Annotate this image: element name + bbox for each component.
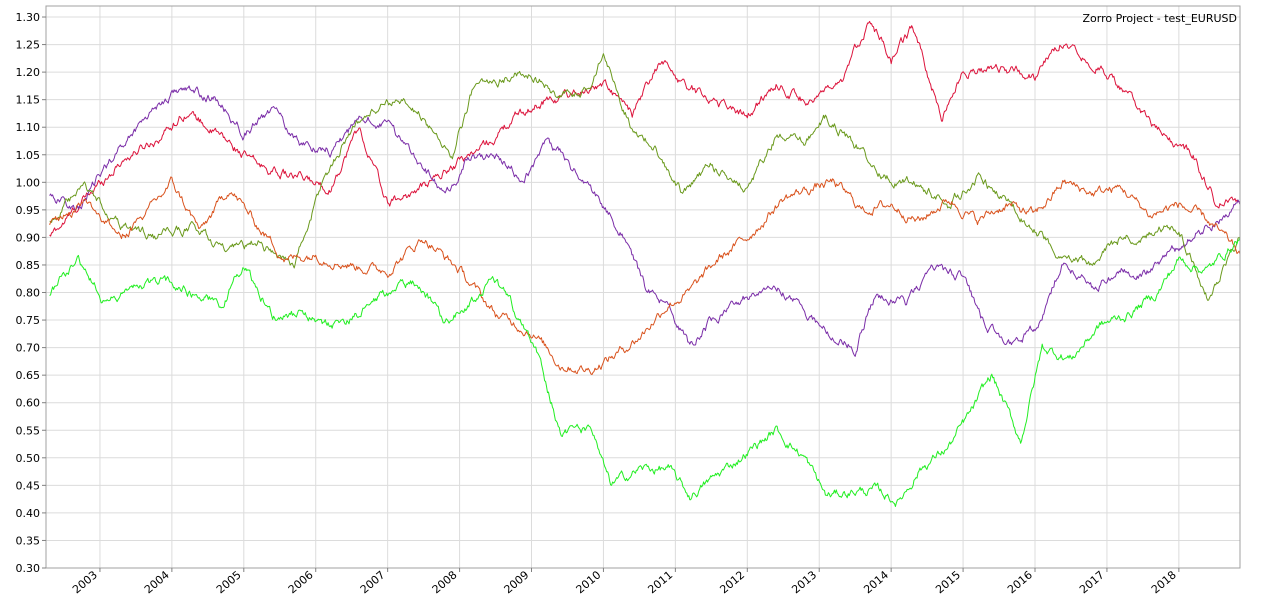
y-tick-label: 1.25 xyxy=(16,39,41,52)
y-tick-label: 1.30 xyxy=(16,11,41,24)
y-tick-label: 1.10 xyxy=(16,121,41,134)
y-axis: 0.30 0.35 0.40 0.45 0.50 0.55 0.60 0.65 0.70 0.75… xyxy=(16,11,46,575)
series-layer xyxy=(49,20,1241,507)
chart-title: Zorro Project - test_EURUSD xyxy=(1083,12,1237,25)
y-tick-label: 1.00 xyxy=(16,176,41,189)
plot-frame xyxy=(45,5,1241,569)
y-tick-label: 0.55 xyxy=(16,424,41,437)
series-line-4 xyxy=(49,176,1241,375)
y-tick-label: 0.50 xyxy=(16,452,41,465)
y-tick-label: 0.80 xyxy=(16,287,41,300)
y-tick-label: 0.75 xyxy=(16,314,41,327)
y-tick-label: 0.60 xyxy=(16,397,41,410)
series-line-1 xyxy=(49,20,1241,237)
series-line-2 xyxy=(49,85,1241,357)
y-tick-label: 0.35 xyxy=(16,534,41,547)
y-tick-label: 0.70 xyxy=(16,342,41,355)
y-tick-label: 0.40 xyxy=(16,507,41,520)
series-line-5 xyxy=(49,237,1241,507)
y-tick-label: 1.15 xyxy=(16,94,41,107)
y-tick-label: 1.05 xyxy=(16,149,41,162)
grid xyxy=(46,6,1240,569)
y-tick-label: 0.95 xyxy=(16,204,41,217)
y-tick-label: 0.65 xyxy=(16,369,41,382)
y-tick-label: 1.20 xyxy=(16,66,41,79)
y-tick-label: 0.85 xyxy=(16,259,41,272)
series-line-3 xyxy=(49,53,1241,301)
y-tick-label: 0.90 xyxy=(16,231,41,244)
y-tick-label: 0.30 xyxy=(16,562,41,575)
y-tick-label: 0.45 xyxy=(16,479,41,492)
